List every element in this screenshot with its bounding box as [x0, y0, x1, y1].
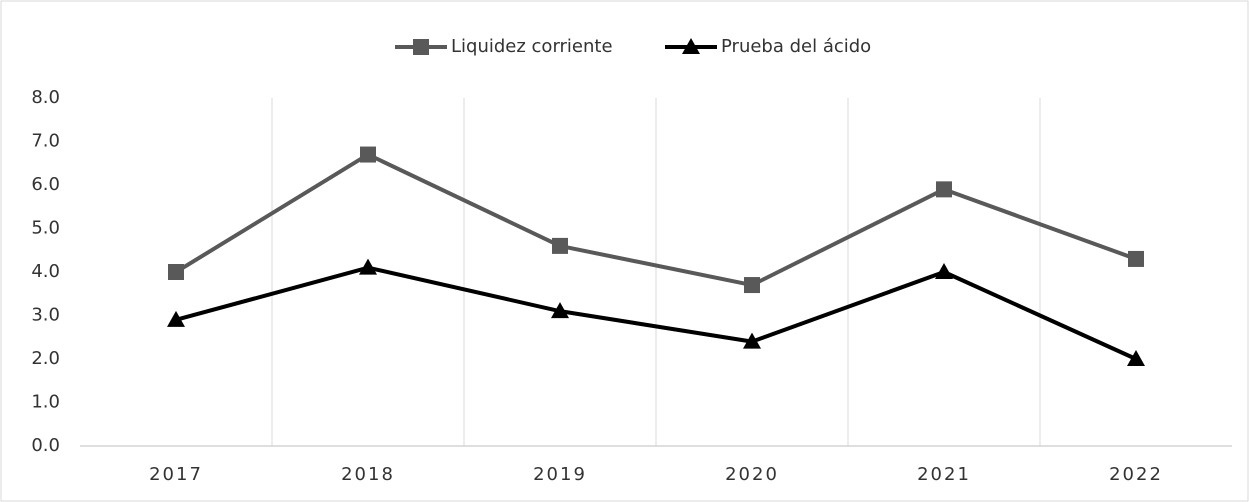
x-tick-label: 2019 — [533, 464, 587, 485]
legend-marker — [413, 39, 429, 55]
y-tick-label: 2.0 — [31, 348, 60, 369]
marker — [552, 237, 568, 254]
x-tick-label: 2018 — [341, 464, 395, 485]
y-tick-label: 6.0 — [31, 174, 60, 195]
marker — [1127, 350, 1145, 366]
legend-label: Liquidez corriente — [451, 36, 613, 57]
legend-marker — [682, 38, 700, 54]
x-tick-label: 2017 — [149, 464, 203, 485]
marker — [743, 332, 761, 349]
marker — [167, 310, 185, 327]
series-line — [174, 152, 1137, 288]
marker — [168, 264, 184, 280]
y-tick-label: 5.0 — [31, 218, 60, 239]
x-tick-label: 2020 — [725, 464, 779, 485]
y-tick-label: 3.0 — [31, 305, 60, 326]
y-tick-label: 8.0 — [31, 87, 60, 108]
x-tick-label: 2022 — [1109, 464, 1163, 485]
series-line — [175, 265, 1137, 361]
marker — [936, 181, 952, 198]
y-tick-label: 7.0 — [31, 131, 60, 152]
marker — [359, 258, 377, 275]
marker — [744, 277, 760, 294]
marker — [551, 302, 569, 319]
marker — [935, 263, 953, 279]
y-tick-label: 4.0 — [31, 261, 60, 282]
y-tick-label: 0.0 — [31, 435, 60, 456]
x-tick-label: 2021 — [917, 464, 971, 485]
legend-label: Prueba del ácido — [721, 36, 871, 57]
y-tick-label: 1.0 — [31, 392, 60, 413]
marker — [360, 146, 376, 163]
marker — [1128, 250, 1144, 267]
